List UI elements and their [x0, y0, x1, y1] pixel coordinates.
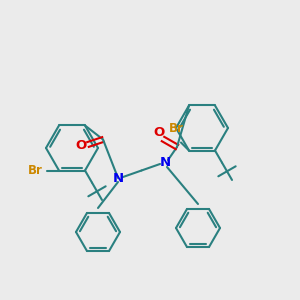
Text: N: N	[159, 157, 171, 169]
Text: Br: Br	[169, 122, 183, 135]
Text: N: N	[112, 172, 124, 184]
Text: Br: Br	[28, 164, 42, 177]
Text: O: O	[153, 127, 165, 140]
Text: O: O	[75, 139, 87, 152]
